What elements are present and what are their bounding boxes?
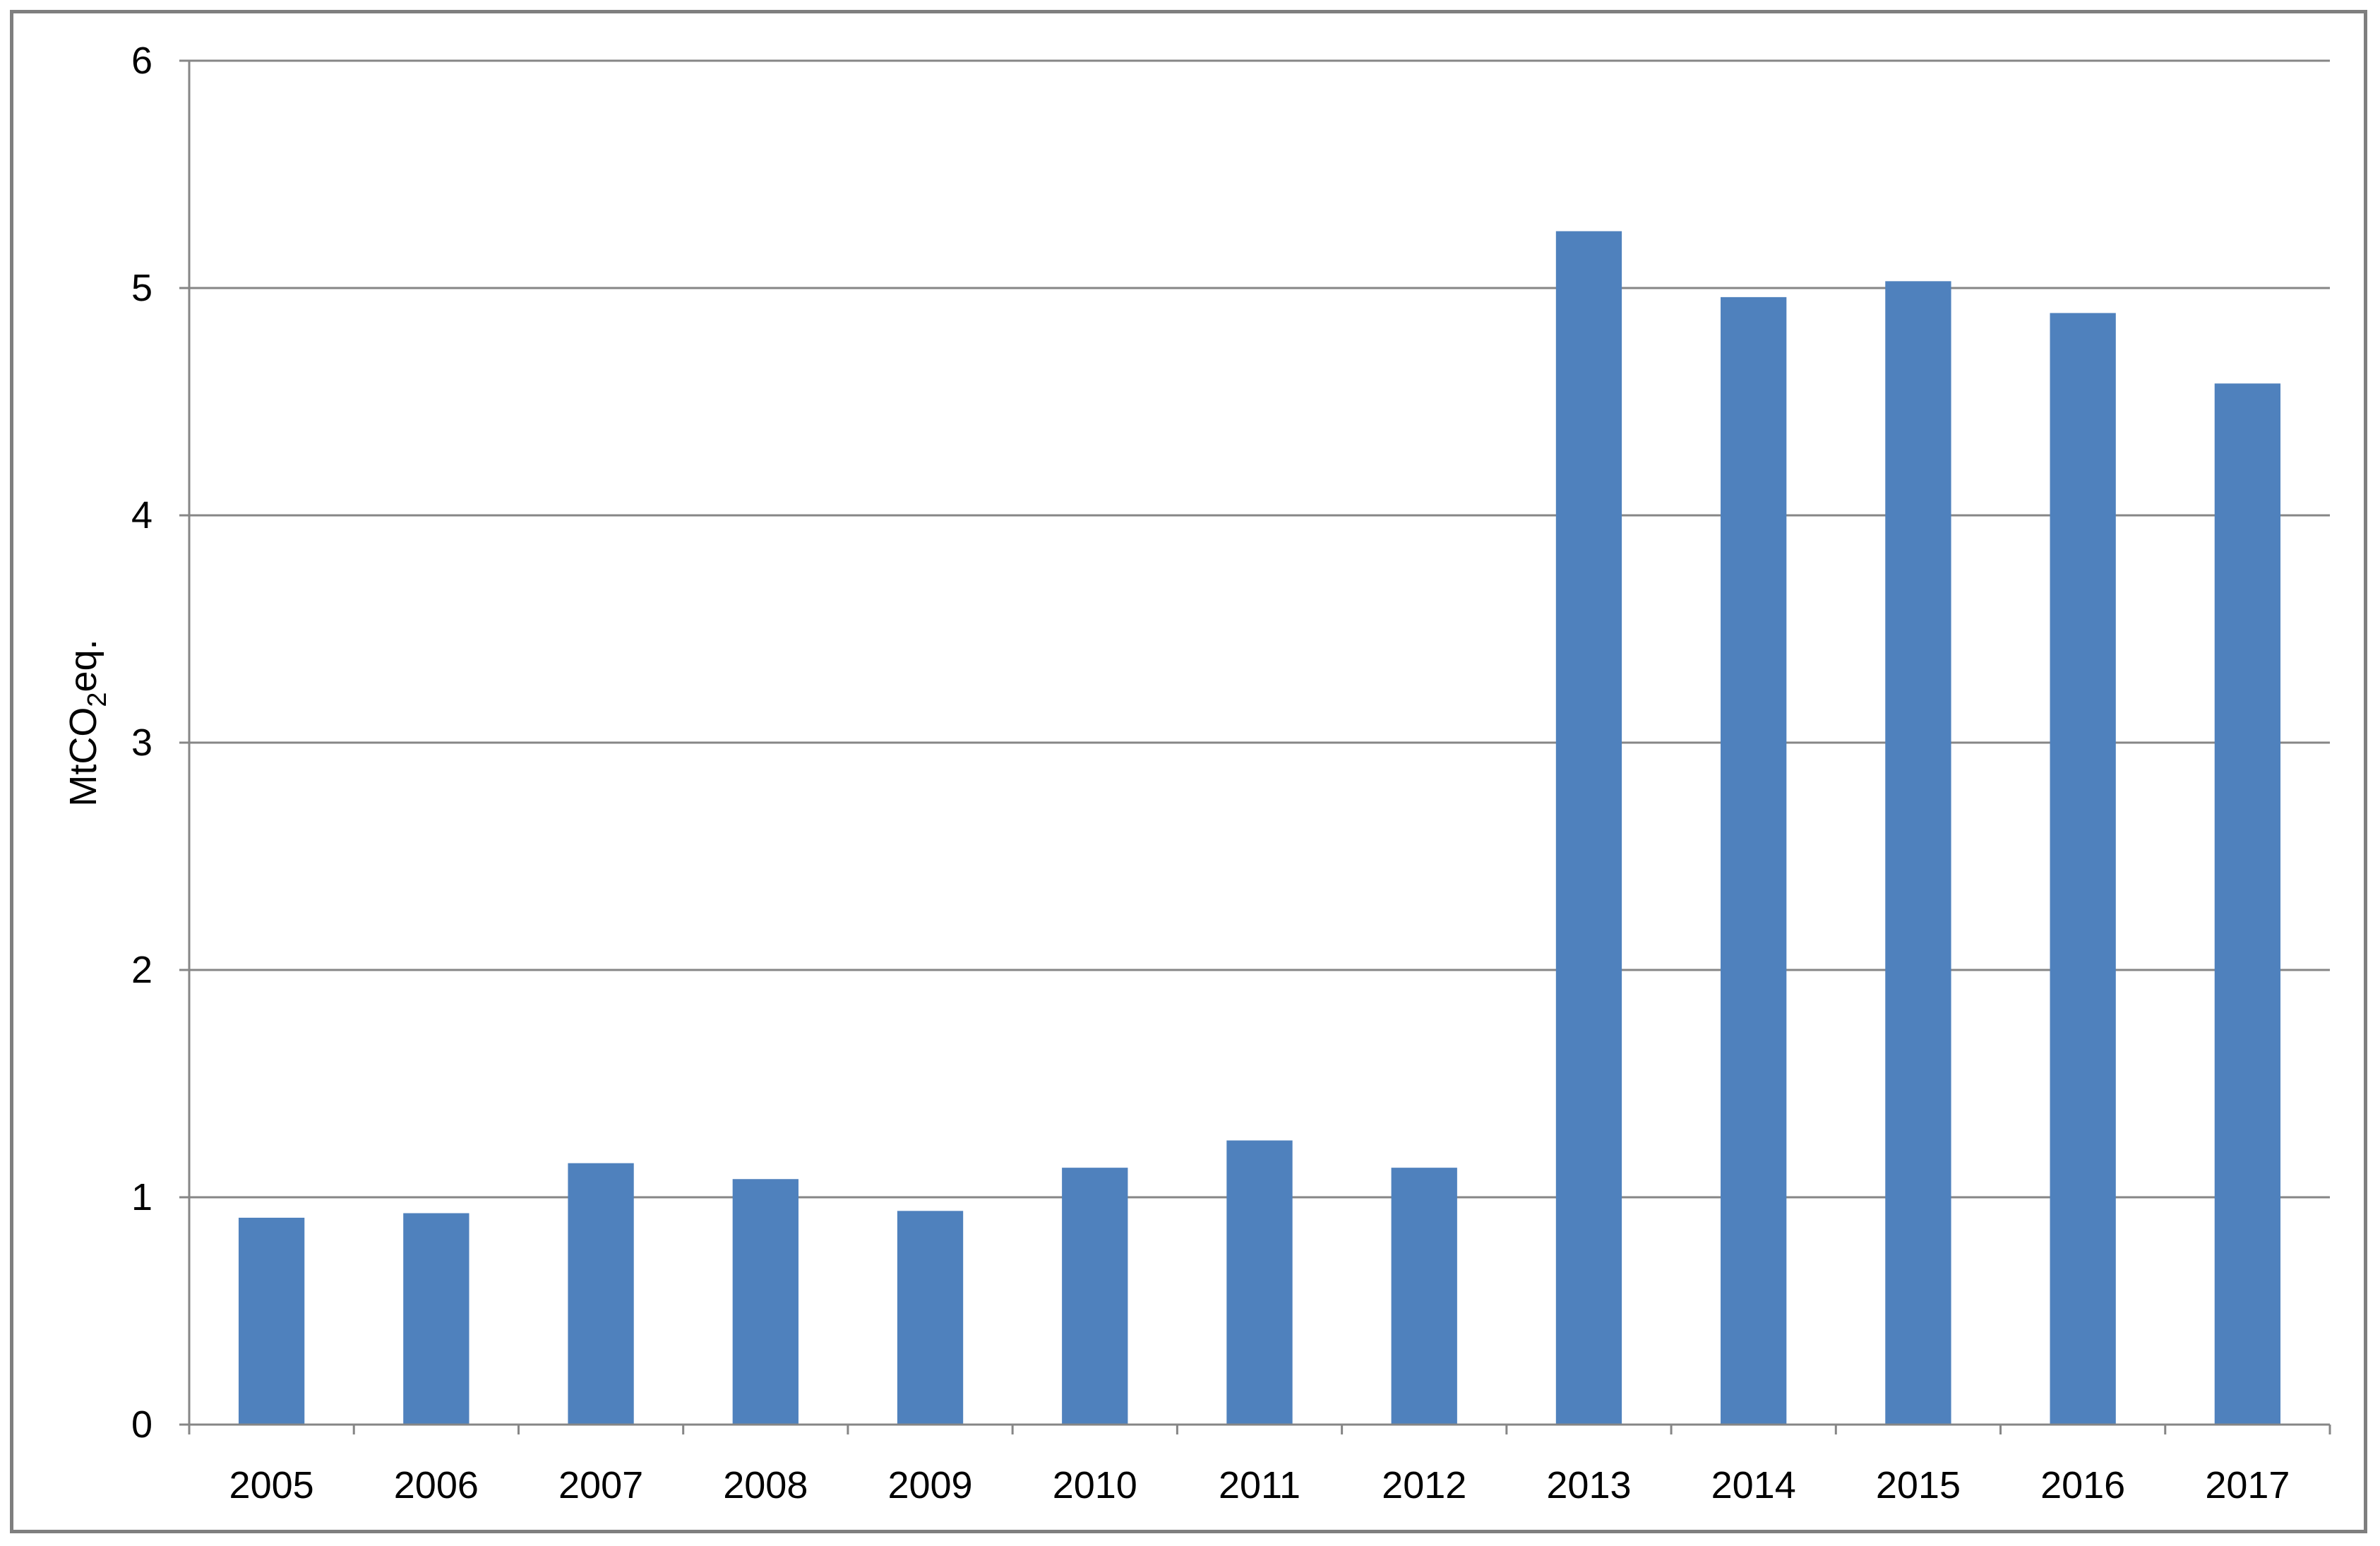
bar bbox=[1885, 281, 1951, 1425]
x-tick-label: 2013 bbox=[1546, 1464, 1631, 1506]
x-tick-label: 2015 bbox=[1876, 1464, 1961, 1506]
x-tick-label: 2012 bbox=[1382, 1464, 1466, 1506]
bar bbox=[1062, 1168, 1128, 1425]
x-tick-labels: 2005 2006 2007 2008 2009 2010 2011 2012 2013 2014… bbox=[229, 1464, 2290, 1506]
bar bbox=[732, 1179, 799, 1425]
y-tick-labels: 0 1 2 3 4 5 6 bbox=[131, 40, 153, 1446]
x-tick-label: 2007 bbox=[558, 1464, 643, 1506]
y-tick-label: 6 bbox=[131, 40, 153, 82]
bar bbox=[1391, 1168, 1457, 1425]
axes bbox=[179, 59, 2331, 1434]
chart-frame bbox=[10, 10, 2367, 1533]
bar bbox=[1721, 296, 1787, 1425]
y-tick-label: 3 bbox=[131, 721, 153, 764]
gridlines bbox=[189, 59, 2330, 1199]
y-axis-title-main: MtCO bbox=[62, 707, 104, 807]
x-tick-label: 2005 bbox=[229, 1464, 314, 1506]
x-tick-label: 2006 bbox=[394, 1464, 479, 1506]
bar bbox=[2050, 313, 2116, 1425]
y-tick-label: 0 bbox=[131, 1403, 153, 1446]
bar bbox=[568, 1163, 634, 1425]
x-tick-label: 2010 bbox=[1053, 1464, 1137, 1506]
bar bbox=[897, 1211, 964, 1425]
x-tick-label: 2008 bbox=[723, 1464, 808, 1506]
y-axis-title: MtCO2eq. bbox=[62, 639, 112, 806]
x-tick-label: 2016 bbox=[2040, 1464, 2125, 1506]
bar bbox=[2214, 383, 2281, 1425]
y-tick-label: 5 bbox=[131, 267, 153, 309]
y-axis-title-suffix: eq. bbox=[62, 639, 104, 692]
y-tick-label: 4 bbox=[131, 494, 153, 537]
bar bbox=[1226, 1140, 1293, 1425]
bars bbox=[238, 231, 2281, 1425]
bar bbox=[1555, 231, 1622, 1425]
y-tick-label: 2 bbox=[131, 949, 153, 991]
x-tick-label: 2009 bbox=[887, 1464, 972, 1506]
x-tick-label: 2014 bbox=[1711, 1464, 1796, 1506]
bar bbox=[238, 1217, 305, 1425]
y-axis-title-subscript: 2 bbox=[83, 692, 112, 707]
y-tick-label: 1 bbox=[131, 1176, 153, 1218]
x-tick-label: 2017 bbox=[2205, 1464, 2290, 1506]
x-tick-label: 2011 bbox=[1219, 1464, 1300, 1506]
bar bbox=[403, 1213, 470, 1425]
